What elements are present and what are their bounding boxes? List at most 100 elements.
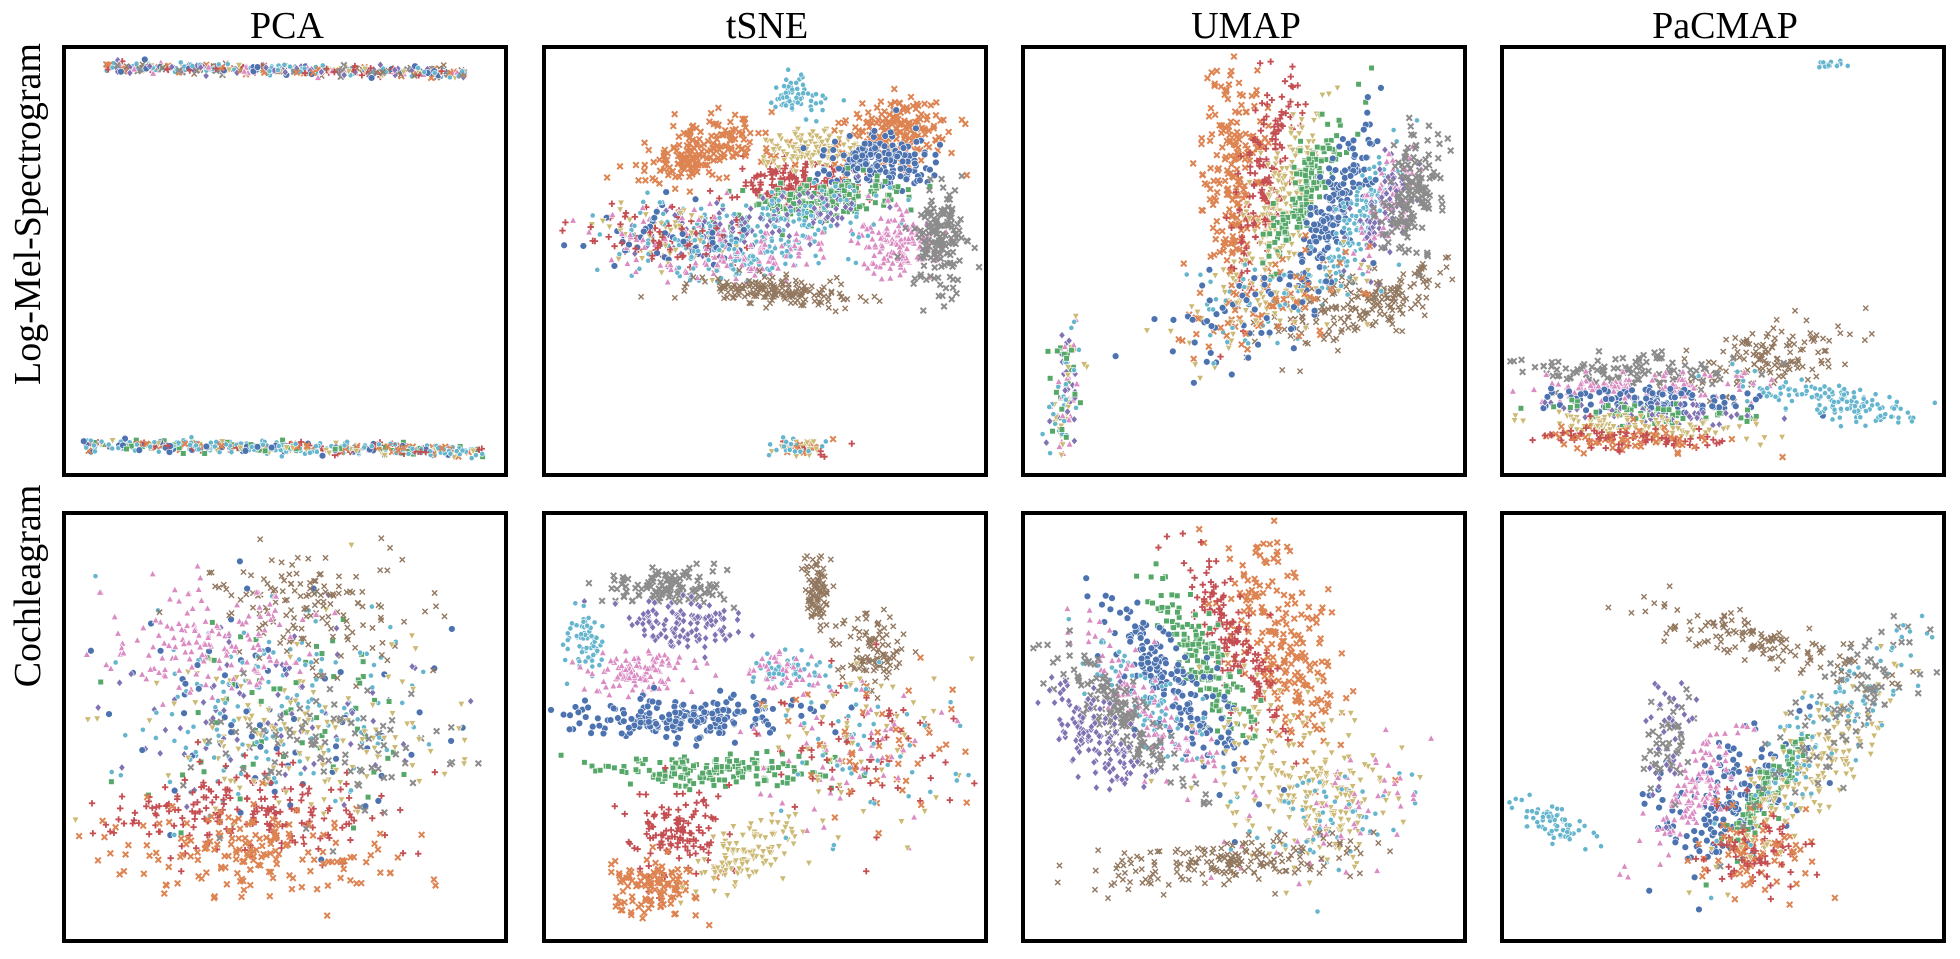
scatter-point [594, 266, 601, 273]
scatter-point [1324, 121, 1331, 128]
scatter-point [695, 150, 703, 158]
scatter-point [1298, 274, 1306, 282]
scatter-point [944, 203, 952, 211]
scatter-point [791, 168, 800, 176]
scatter-point [1235, 79, 1243, 87]
scatter-point [675, 141, 683, 149]
scatter-point [733, 149, 741, 157]
scatter-point [720, 282, 727, 290]
scatter-point [841, 187, 848, 194]
scatter-point [695, 248, 702, 255]
scatter-point [1402, 155, 1410, 163]
scatter-point [1370, 299, 1377, 306]
scatter-point [822, 438, 829, 445]
scatter-point [1169, 347, 1177, 356]
scatter-point [1298, 124, 1306, 133]
scatter-point [890, 85, 898, 93]
scatter-point [1205, 343, 1213, 351]
scatter-point [826, 278, 834, 285]
scatter-point [1357, 246, 1364, 253]
scatter-point [1206, 195, 1214, 203]
scatter-point [211, 443, 218, 450]
scatter-point [1264, 161, 1272, 170]
scatter-point [1338, 274, 1346, 281]
scatter-point [1278, 93, 1286, 101]
scatter-point [1377, 244, 1385, 252]
scatter-point [1366, 166, 1373, 172]
scatter-point [587, 223, 594, 231]
scatter-point [818, 227, 827, 236]
scatter-point [936, 281, 944, 289]
scatter-point [562, 219, 569, 226]
scatter-point [656, 199, 663, 206]
scatter-point [1241, 307, 1250, 315]
scatter-point [1250, 228, 1259, 236]
scatter-point [605, 233, 612, 241]
scatter-point [1246, 193, 1253, 200]
scatter-point [937, 263, 945, 271]
scatter-point [671, 294, 678, 301]
scatter-point [739, 187, 746, 194]
scatter-point [180, 450, 187, 457]
scatter-point [469, 447, 478, 456]
scatter-point [1407, 197, 1415, 205]
scatter-point [1265, 174, 1273, 181]
scatter-point [1261, 299, 1270, 308]
scatter-point [409, 445, 416, 452]
scatter-point [713, 224, 720, 232]
scatter-point [1342, 248, 1350, 256]
scatter-point [775, 226, 783, 236]
scatter-point [902, 175, 911, 183]
scatter-point [942, 284, 950, 292]
scatter-point [699, 274, 706, 281]
scatter-point [1306, 204, 1315, 212]
scatter-point [772, 223, 779, 230]
scatter-point [1325, 164, 1333, 173]
scatter-point [793, 94, 800, 101]
scatter-point [754, 284, 761, 292]
scatter-point [623, 259, 632, 267]
scatter-point [197, 63, 205, 72]
scatter-point [260, 441, 267, 448]
scatter-point [1268, 302, 1276, 310]
scatter-point [1223, 191, 1231, 199]
scatter-point [740, 237, 748, 246]
scatter-point [1411, 270, 1418, 277]
scatter-point [1039, 431, 1046, 437]
scatter-point [772, 245, 778, 252]
scatter-point [1047, 450, 1053, 457]
scatter-point [896, 165, 905, 173]
scatter-point [813, 118, 820, 125]
scatter-point [726, 246, 732, 253]
scatter-point [1394, 201, 1402, 209]
scatter-point [936, 233, 944, 241]
scatter-point [828, 288, 835, 295]
scatter-point [1207, 164, 1215, 172]
scatter-point [1233, 201, 1241, 209]
scatter-point [1273, 189, 1282, 198]
scatter-point [917, 110, 925, 118]
scatter-point [1287, 130, 1295, 138]
scatter-point [1404, 173, 1412, 181]
scatter-point [479, 451, 486, 457]
scatter-point [895, 242, 904, 251]
scatter-point [920, 262, 928, 270]
scatter-point [940, 302, 948, 310]
scatter-point [361, 444, 368, 451]
scatter-point [738, 214, 746, 223]
scatter-point [1334, 213, 1343, 222]
scatter-point [1197, 271, 1204, 278]
scatter-point [820, 127, 829, 136]
scatter-point [786, 175, 793, 182]
scatter-point [1068, 324, 1075, 331]
scatter-point [1387, 303, 1395, 310]
scatter-point [792, 235, 801, 243]
scatter-point [569, 216, 578, 224]
scatter-point [699, 227, 706, 235]
scatter-point [1386, 247, 1394, 257]
scatter-point [854, 164, 862, 173]
scatter-point [809, 152, 817, 160]
scatter-point [1421, 312, 1428, 319]
scatter-point [1292, 179, 1299, 186]
scatter-point [884, 196, 892, 204]
